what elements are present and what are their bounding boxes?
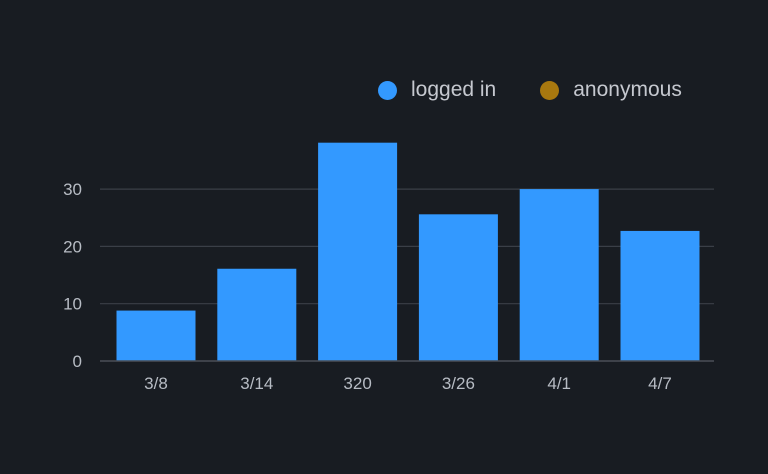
x-tick-label-3/14: 3/14	[240, 374, 273, 393]
y-tick-labels: 0 10 20 30	[63, 180, 82, 371]
x-tick-labels: 3/8 3/14 320 3/26 4/1 4/7	[144, 374, 672, 393]
y-tick-label-20: 20	[63, 237, 82, 256]
x-tick-label-320: 320	[343, 374, 371, 393]
bars	[116, 142, 700, 361]
x-tick-label-4/1: 4/1	[547, 374, 571, 393]
y-tick-label-10: 10	[63, 295, 82, 314]
logged-in-swatch-icon	[378, 80, 397, 100]
bar-3/26[interactable]	[418, 214, 498, 361]
bar-4/1[interactable]	[519, 189, 599, 361]
legend: logged in anonymous	[378, 78, 682, 102]
legend-label-anonymous: anonymous	[573, 78, 682, 101]
y-tick-label-0: 0	[73, 352, 82, 371]
legend-label-logged-in: logged in	[411, 78, 497, 101]
legend-item-anonymous[interactable]: anonymous	[540, 78, 682, 102]
bar-4/7[interactable]	[620, 230, 700, 361]
bar-3/14[interactable]	[217, 268, 297, 361]
x-tick-label-3/26: 3/26	[442, 374, 475, 393]
x-tick-label-4/7: 4/7	[648, 374, 672, 393]
anonymous-swatch-icon	[540, 80, 560, 100]
legend-item-logged-in[interactable]: logged in	[378, 78, 496, 102]
bar-3/8[interactable]	[116, 310, 196, 361]
grid-lines	[100, 188, 714, 305]
x-tick-label-3/8: 3/8	[144, 374, 168, 393]
bar-320[interactable]	[318, 142, 398, 361]
y-tick-label-30: 30	[63, 180, 82, 199]
